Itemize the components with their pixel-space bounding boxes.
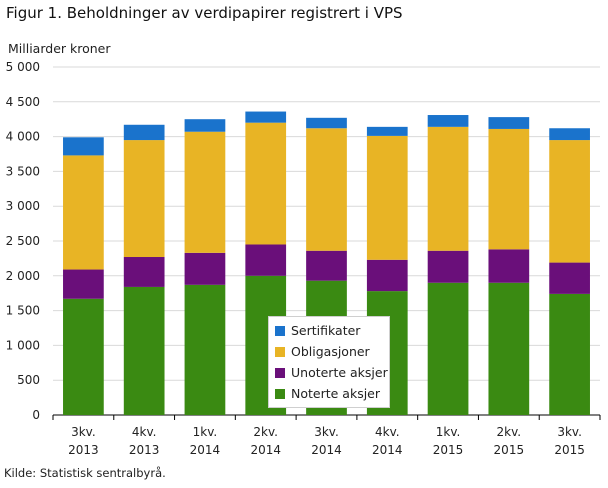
legend-swatch-noterte-aksjer: [275, 388, 285, 399]
bar-unoterte-aksjer-4: [306, 250, 347, 281]
x-tick-label-year: 2015: [554, 443, 585, 457]
x-tick-label-year: 2014: [250, 443, 281, 457]
bar-sertifikater-0: [63, 137, 104, 156]
x-tick-label-period: 2kv.: [253, 425, 278, 439]
y-tick-label: 1 500: [6, 304, 40, 318]
bar-noterte-aksjer-6: [427, 282, 469, 415]
bar-sertifikater-2: [184, 119, 226, 132]
y-tick-label: 4 000: [6, 130, 40, 144]
legend-item-sertifikater: Sertifikater: [275, 320, 383, 341]
legend-item-unoterte-aksjer: Unoterte aksjer: [275, 362, 388, 383]
y-axis-ticks: 0 500 1 000 1 500 2 000 2 500 3 000 3 500 4 000 4…: [6, 60, 40, 422]
x-tick-label-period: 4kv.: [132, 425, 157, 439]
x-tick-label-period: 3kv.: [557, 425, 582, 439]
x-tick-label-period: 3kv.: [71, 425, 96, 439]
bar-unoterte-aksjer-3: [245, 244, 287, 276]
y-axis-label: Milliarder kroner: [8, 41, 111, 56]
bar-obligasjoner-1: [123, 140, 165, 258]
x-tick-label-year: 2013: [68, 443, 99, 457]
y-tick-label: 3 500: [6, 164, 40, 178]
x-tick-label-period: 3kv.: [314, 425, 339, 439]
bar-sertifikater-3: [245, 111, 287, 123]
bar-obligasjoner-7: [488, 128, 530, 250]
bar-obligasjoner-4: [306, 128, 347, 251]
bar-noterte-aksjer-1: [123, 286, 165, 415]
bar-obligasjoner-0: [63, 155, 104, 270]
bar-unoterte-aksjer-6: [427, 250, 469, 283]
bar-unoterte-aksjer-7: [488, 249, 530, 283]
x-axis-ticks: 3kv. 2013 4kv. 2013 1kv. 2014 2kv. 2014 3kv. 2014…: [52, 415, 601, 457]
x-tick-label-period: 1kv.: [436, 425, 461, 439]
legend-label-obligasjoner: Obligasjoner: [291, 344, 370, 359]
bar-unoterte-aksjer-1: [123, 257, 165, 287]
legend-label-sertifikater: Sertifikater: [291, 323, 361, 338]
y-tick-label: 2 000: [6, 269, 40, 283]
legend-swatch-sertifikater: [275, 325, 285, 336]
x-tick-label-year: 2015: [494, 443, 525, 457]
x-tick-label-year: 2013: [129, 443, 160, 457]
legend-label-unoterte-aksjer: Unoterte aksjer: [291, 365, 388, 380]
bar-sertifikater-1: [123, 124, 165, 141]
bar-unoterte-aksjer-2: [184, 252, 226, 285]
legend-swatch-obligasjoner: [275, 346, 285, 357]
chart-title: Figur 1. Beholdninger av verdipapirer re…: [6, 4, 403, 22]
bar-obligasjoner-5: [366, 135, 408, 260]
bar-sertifikater-7: [488, 117, 530, 129]
y-tick-label: 3 000: [6, 199, 40, 213]
source-note: Kilde: Statistisk sentralbyrå.: [4, 466, 166, 480]
y-tick-label: 4 500: [6, 95, 40, 109]
bar-sertifikater-4: [306, 117, 347, 129]
bar-sertifikater-6: [427, 115, 469, 127]
x-tick-label-year: 2014: [372, 443, 403, 457]
bar-sertifikater-5: [366, 126, 408, 136]
x-tick-label-year: 2014: [311, 443, 342, 457]
bar-unoterte-aksjer-0: [63, 269, 104, 299]
bar-obligasjoner-2: [184, 131, 226, 253]
bar-obligasjoner-6: [427, 126, 469, 251]
bars: [63, 111, 590, 415]
y-tick-label: 2 500: [6, 234, 40, 248]
x-tick-label-period: 2kv.: [497, 425, 522, 439]
y-tick-label: 500: [17, 373, 40, 387]
bar-unoterte-aksjer-5: [366, 259, 408, 292]
legend-item-noterte-aksjer: Noterte aksjer: [275, 383, 383, 404]
x-tick-label-year: 2014: [190, 443, 221, 457]
x-tick-label-year: 2015: [433, 443, 464, 457]
bar-obligasjoner-3: [245, 122, 287, 245]
x-tick-label-period: 1kv.: [193, 425, 218, 439]
legend-swatch-unoterte-aksjer: [275, 367, 285, 378]
bar-noterte-aksjer-2: [184, 284, 226, 415]
legend: Sertifikater Obligasjoner Unoterte aksje…: [268, 316, 390, 408]
bar-noterte-aksjer-7: [488, 282, 530, 415]
bar-obligasjoner-8: [549, 140, 590, 263]
y-tick-label: 0: [32, 408, 40, 422]
y-tick-label: 1 000: [6, 338, 40, 352]
bar-noterte-aksjer-8: [549, 293, 590, 415]
y-tick-label: 5 000: [6, 60, 40, 74]
legend-item-obligasjoner: Obligasjoner: [275, 341, 383, 362]
bar-sertifikater-8: [549, 128, 590, 141]
bar-noterte-aksjer-0: [63, 298, 104, 415]
x-tick-label-period: 4kv.: [375, 425, 400, 439]
bar-unoterte-aksjer-8: [549, 262, 590, 294]
legend-label-noterte-aksjer: Noterte aksjer: [291, 386, 381, 401]
